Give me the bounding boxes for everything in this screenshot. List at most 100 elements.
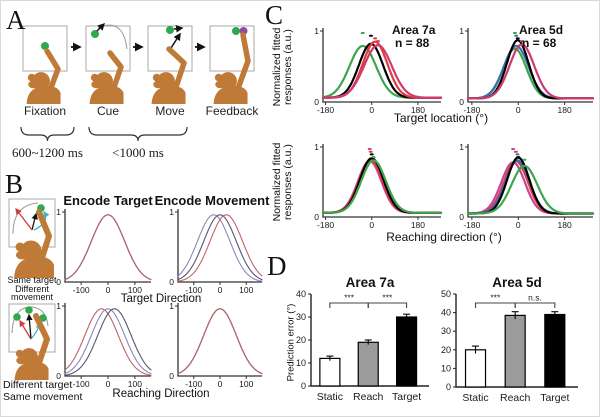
y-tick-label: 0 — [169, 371, 174, 381]
y-tick-label: 50 — [441, 289, 451, 299]
bar-category-label: Static — [462, 392, 488, 404]
y-tick-label: 1 — [314, 26, 319, 36]
x-tick-label: 100 — [128, 285, 142, 295]
x-tick-label: 0 — [106, 285, 111, 295]
timing-label-cue-move: <1000 ms — [112, 145, 164, 160]
movement-arrow-icon — [15, 207, 33, 231]
y-tick-label: 0 — [169, 277, 174, 287]
x-tick-label: 180 — [558, 105, 572, 115]
y-tick-label: 40 — [441, 308, 451, 318]
c-ylabel-top-line2: responses (a.u.) — [282, 29, 294, 105]
tuning-curve — [466, 164, 595, 215]
timing-brace — [20, 126, 75, 142]
x-tick-label: -180 — [317, 105, 334, 115]
x-tick-label: 0 — [369, 220, 374, 230]
column-header-encode-movement: Encode Movement — [154, 193, 270, 208]
movement-arrow-icon — [31, 212, 38, 231]
y-tick-label: 1 — [56, 301, 61, 311]
area5d-n-count: n = 68 — [522, 36, 557, 50]
target-dot — [232, 27, 240, 35]
frame-label-feedback: Feedback — [205, 104, 259, 118]
tuning-curve — [177, 308, 263, 375]
target-dot — [25, 306, 33, 314]
monkey-arm — [233, 32, 251, 97]
panel-b-graphics — [8, 198, 56, 380]
tuning-curve — [321, 44, 443, 99]
y-tick-label: 0 — [56, 371, 61, 381]
frame-label-fixation: Fixation — [23, 104, 67, 118]
peak-marker — [373, 37, 378, 40]
peak-marker — [375, 40, 380, 43]
x-tick-label: 0 — [218, 285, 223, 295]
axes — [177, 209, 262, 283]
significance-bracket — [514, 302, 556, 308]
bar-category-label: Target — [392, 391, 421, 403]
tuning-curve — [466, 156, 595, 215]
x-tick-label: 0 — [218, 379, 223, 389]
significance-label: *** — [382, 293, 393, 303]
x-tick-label: 0 — [369, 105, 374, 115]
y-tick-label: 0 — [314, 212, 319, 222]
peak-marker — [519, 40, 524, 43]
tuning-curve — [321, 158, 443, 214]
significance-bracket — [367, 302, 408, 308]
tuning-curve — [177, 308, 263, 375]
tuning-curve — [64, 308, 152, 376]
peak-marker — [371, 156, 376, 159]
y-tick-label: 10 — [296, 358, 306, 368]
x-tick-label: 180 — [411, 220, 425, 230]
b-xlabel-reaching-direction: Reaching Direction — [112, 388, 210, 400]
movement-arrow-icon — [26, 313, 33, 340]
y-tick-label: 10 — [441, 363, 451, 373]
monkey-arm — [107, 50, 124, 96]
significance-label: *** — [344, 293, 355, 303]
x-tick-label: -180 — [463, 105, 480, 115]
bar-category-label: Reach — [500, 392, 531, 404]
cartoon1-caption-line2: Different — [15, 284, 49, 294]
x-tick-label: 100 — [239, 379, 253, 389]
x-tick-label: 0 — [516, 220, 521, 230]
bar-category-label: Reach — [353, 391, 384, 403]
peak-marker — [360, 32, 365, 34]
tuning-curve — [64, 308, 152, 375]
x-tick-label: -100 — [73, 285, 90, 295]
peak-marker — [511, 148, 516, 150]
tuning-curve — [466, 43, 595, 100]
tuning-curve — [321, 40, 443, 99]
panel-d-letter: D — [267, 251, 287, 281]
x-tick-label: 180 — [411, 105, 425, 115]
peak-marker — [512, 32, 517, 34]
y-tick-label: 1 — [459, 26, 464, 36]
target-dot — [41, 42, 49, 50]
area7a-n-count: n = 88 — [395, 36, 430, 50]
area7a-title: Area 7a — [392, 23, 436, 37]
plot-c-area5d-target: 10-180 0 180 — [459, 26, 595, 115]
significance-label: *** — [490, 293, 501, 303]
peak-marker — [514, 34, 519, 37]
frame-label-cue: Cue — [96, 104, 119, 118]
bar-target — [395, 316, 418, 387]
barchart-area5d: 0 10 20 30 40 50 Static Reach Target *** n.s. — [441, 289, 578, 404]
axes — [177, 303, 262, 377]
tuning-curve — [64, 214, 152, 281]
x-tick-label: 0 — [106, 379, 111, 389]
monkey-arm — [36, 209, 52, 264]
axes — [322, 28, 441, 103]
movement-arrow-icon — [19, 319, 32, 340]
x-tick-label: -180 — [317, 220, 334, 230]
y-tick-label: 40 — [296, 289, 306, 299]
y-tick-label: 30 — [441, 326, 451, 336]
tuning-curve — [321, 159, 443, 214]
plot-b-encode-movement-top: 1 0 -100 0 100 — [169, 207, 263, 295]
d-area7a-title: Area 7a — [345, 275, 395, 290]
tuning-curve — [466, 159, 595, 215]
plot-b-encode-target-top: 1 0 -100 0 100 — [56, 207, 152, 295]
bar-reach — [357, 341, 379, 387]
significance-bracket — [474, 302, 516, 308]
peak-marker — [367, 148, 372, 150]
c-ylabel-bottom-line2: responses (a.u.) — [282, 144, 294, 220]
c-xlabel-target-location: Target location (°) — [393, 111, 489, 125]
cartoon1-caption-line1: Same target — [7, 275, 57, 285]
peak-marker — [515, 37, 520, 40]
